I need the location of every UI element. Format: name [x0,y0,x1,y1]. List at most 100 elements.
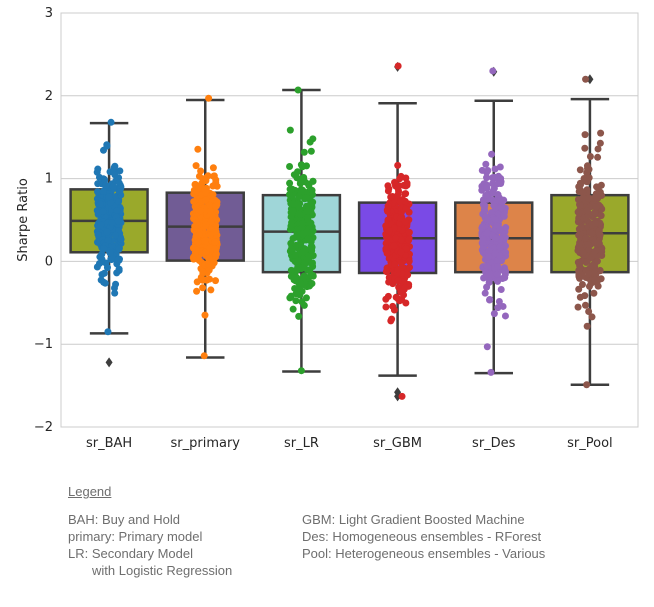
data-point [496,243,504,251]
data-point [390,224,398,232]
data-point [209,164,217,172]
data-point [102,181,110,189]
data-point [289,200,297,208]
data-point [575,266,583,274]
data-point [111,162,119,170]
data-point [405,236,413,244]
data-point [498,204,506,212]
data-point [487,368,495,376]
data-point [199,284,207,292]
legend-entry-des: Des: Homogeneous ensembles - RForest [302,529,542,544]
data-point [588,261,596,269]
x-tick-label: sr_BAH [86,436,132,451]
data-point [210,259,218,267]
data-point [94,188,102,196]
data-point [394,62,402,70]
data-point [111,231,119,239]
data-point [594,282,602,290]
data-point [405,228,413,236]
outlier-marker [394,391,402,402]
data-point [106,249,114,257]
data-point [502,242,510,250]
data-point [303,194,311,202]
data-point [307,242,315,250]
x-tick-label: sr_Pool [567,436,613,451]
data-point [586,152,594,160]
data-point [298,163,306,171]
data-point [493,270,501,278]
data-point [309,252,317,260]
data-point [581,301,589,309]
y-tick-label: −1 [34,337,53,352]
data-point [396,214,404,222]
data-point [384,187,392,195]
data-point [397,236,405,244]
data-point [193,287,201,295]
legend-entry-lr: LR: Secondary Model [68,546,194,561]
data-point [397,208,405,216]
data-point [116,188,124,196]
data-point [111,289,119,297]
data-point [402,245,410,253]
data-point [485,247,493,255]
data-point [298,220,306,228]
data-point [192,162,200,170]
data-point [394,295,402,303]
data-point [308,186,316,194]
data-point [114,217,122,225]
data-point [594,145,602,153]
data-point [485,270,493,278]
data-point [292,297,300,305]
data-point [597,129,605,137]
data-point [591,248,599,256]
data-point [497,285,505,293]
data-point [588,313,596,321]
data-point [577,223,585,231]
outlier-marker [586,74,594,85]
data-point [584,241,592,249]
data-point [491,249,499,257]
data-point [286,191,294,199]
data-point [391,260,399,268]
data-point [212,250,220,258]
data-point [293,274,301,282]
data-point [197,275,205,283]
data-point [288,185,296,193]
data-point [478,166,486,174]
data-point [190,198,198,206]
data-point [201,311,209,319]
data-point [597,247,605,255]
data-point [595,239,603,247]
data-point [293,266,301,274]
data-point [116,167,124,175]
data-point [490,184,498,192]
data-point [101,279,109,287]
data-point [579,189,587,197]
data-point [115,198,123,206]
data-point [206,244,214,252]
data-point [295,312,303,320]
data-point [480,274,488,282]
data-point [115,245,123,253]
data-point [194,184,202,192]
data-point [103,141,111,149]
data-point [286,225,294,233]
x-tick-label: sr_primary [171,436,241,451]
data-point [592,192,600,200]
data-point [496,225,504,233]
data-point [596,139,604,147]
data-point [580,174,588,182]
data-point [289,305,297,313]
data-point [401,283,409,291]
data-point [382,222,390,230]
data-point [103,264,111,272]
data-point [384,202,392,210]
data-point [300,273,308,281]
data-point [194,145,202,153]
legend-entry-pool: Pool: Heterogeneous ensembles - Various [302,546,546,561]
data-point [291,284,299,292]
data-point [482,191,490,199]
data-point [576,179,584,187]
data-point [389,302,397,310]
data-point [307,147,315,155]
